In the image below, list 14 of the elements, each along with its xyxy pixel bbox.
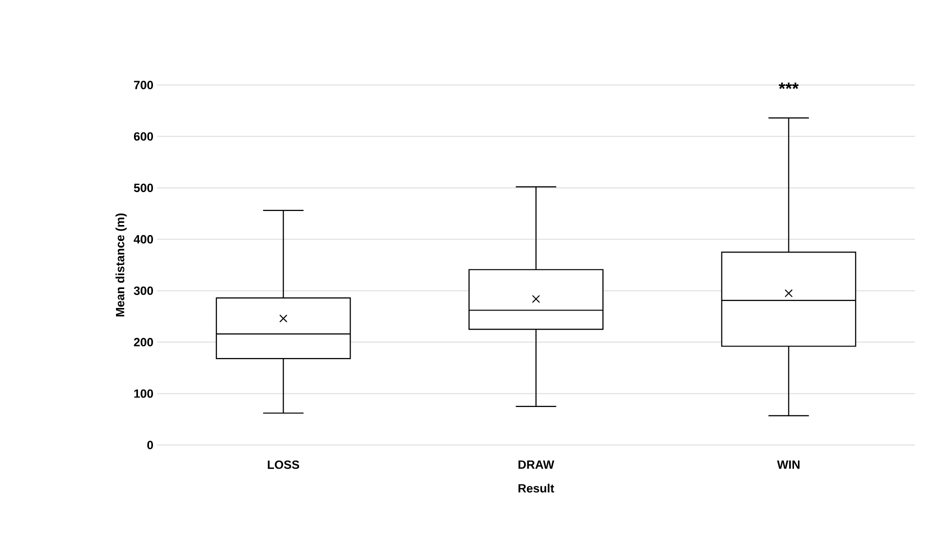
x-axis-title: Result <box>518 484 554 493</box>
y-tick-label: 500 <box>134 184 153 192</box>
y-axis-title: Mean distance (m) <box>116 213 127 316</box>
x-tick-label: WIN <box>777 460 800 469</box>
x-tick-label: DRAW <box>518 460 554 469</box>
y-tick-label: 700 <box>134 80 153 90</box>
y-tick-label: 0 <box>147 440 153 450</box>
y-tick-label: 300 <box>134 286 153 295</box>
annotation: *** <box>778 82 799 90</box>
y-tick-label: 100 <box>134 389 153 398</box>
x-tick-label: LOSS <box>268 460 300 469</box>
y-tick-label: 400 <box>134 235 153 244</box>
y-tick-label: 600 <box>134 132 153 141</box>
y-tick-label: 200 <box>134 338 153 346</box>
